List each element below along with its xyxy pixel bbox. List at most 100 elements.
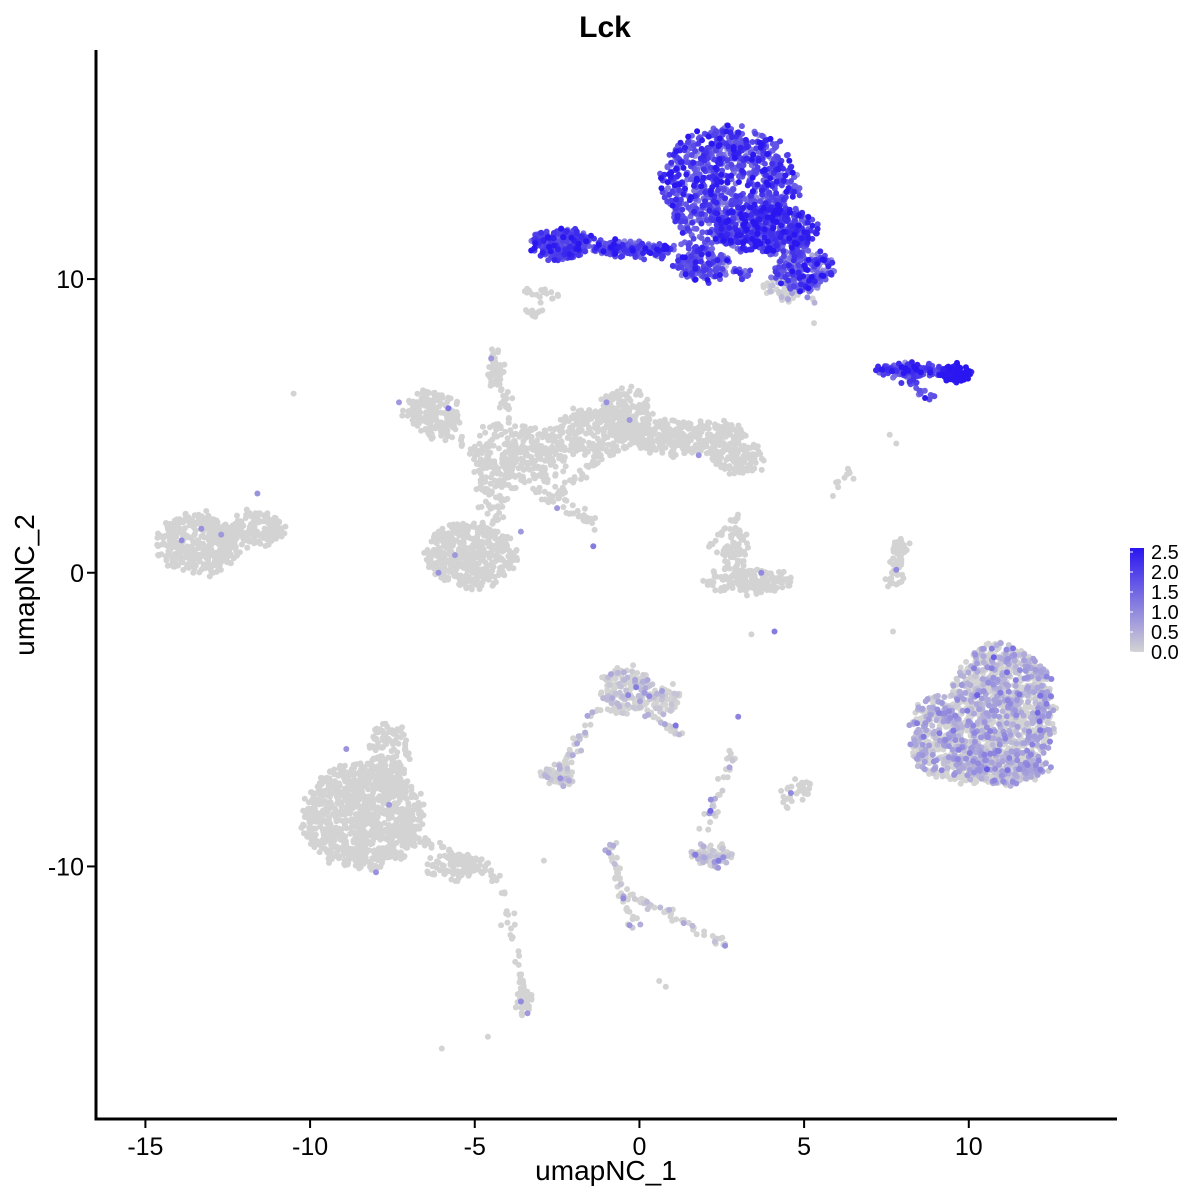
scatter-point xyxy=(479,423,486,430)
scatter-point xyxy=(628,383,635,390)
scatter-point xyxy=(336,780,342,787)
scatter-point xyxy=(644,396,651,403)
scatter-point xyxy=(188,553,195,559)
scatter-point xyxy=(312,831,319,838)
scatter-point xyxy=(741,442,747,449)
scatter-point xyxy=(409,842,416,849)
scatter-point xyxy=(669,681,676,687)
scatter-point xyxy=(464,546,471,553)
scatter-point xyxy=(570,422,577,429)
scatter-point xyxy=(728,422,735,428)
scatter-point xyxy=(492,421,499,428)
scatter-point xyxy=(428,398,435,405)
scatter-point xyxy=(341,785,348,792)
scatter-point xyxy=(482,527,489,534)
scatter-point xyxy=(502,466,509,473)
scatter-point xyxy=(620,425,627,432)
scatter-point xyxy=(180,566,187,573)
scatter-point xyxy=(491,477,498,484)
scatter-point xyxy=(730,539,737,546)
scatter-point xyxy=(234,512,240,519)
scatter-point xyxy=(478,551,485,558)
scatter-point xyxy=(595,442,602,449)
scatter-point xyxy=(370,818,377,824)
scatter-point xyxy=(505,474,512,481)
scatter-point xyxy=(473,581,479,588)
scatter-point xyxy=(558,423,565,430)
scatter-point xyxy=(208,541,215,548)
scatter-point xyxy=(203,554,210,561)
scatter-point xyxy=(425,404,432,411)
scatter-point xyxy=(449,523,456,530)
scatter-point xyxy=(755,448,762,455)
scatter-point xyxy=(668,442,675,449)
scatter-point xyxy=(398,794,405,801)
scatter-point xyxy=(169,560,176,567)
scatter-point xyxy=(231,543,238,550)
scatter-point xyxy=(458,551,465,558)
scatter-point xyxy=(494,433,500,440)
scatter-point xyxy=(631,415,638,422)
scatter-point xyxy=(645,411,652,418)
scatter-point xyxy=(334,771,341,778)
scatter-point xyxy=(717,435,724,442)
scatter-point xyxy=(495,480,502,487)
scatter-point xyxy=(685,420,692,427)
scatter-point xyxy=(205,534,212,541)
scatter-point xyxy=(730,572,736,578)
scatter-point xyxy=(469,558,475,564)
scatter-point xyxy=(530,447,537,453)
scatter-point xyxy=(357,808,364,815)
scatter-point xyxy=(510,565,517,572)
scatter-point xyxy=(246,510,253,517)
scatter-point xyxy=(579,446,586,452)
scatter-point xyxy=(506,547,512,554)
scatter-point xyxy=(481,475,488,482)
scatter-point xyxy=(262,543,269,549)
scatter-point xyxy=(377,863,384,870)
scatter-point xyxy=(539,471,546,478)
scatter-point xyxy=(374,795,381,802)
scatter-point xyxy=(785,580,792,587)
scatter-point xyxy=(519,423,526,430)
scatter-point xyxy=(378,759,384,766)
scatter-point xyxy=(499,503,506,510)
scatter-point xyxy=(445,574,452,581)
scatter-point xyxy=(551,426,558,433)
scatter-point xyxy=(388,748,395,754)
scatter-point xyxy=(449,408,456,415)
scatter-point xyxy=(370,768,376,775)
scatter-point xyxy=(343,858,350,865)
scatter-point xyxy=(734,440,741,446)
scatter-point xyxy=(395,781,402,788)
scatter-point xyxy=(691,426,697,433)
scatter-point xyxy=(308,789,315,796)
scatter-point xyxy=(207,525,213,532)
scatter-point xyxy=(588,430,594,436)
scatter-point xyxy=(606,416,613,423)
scatter-point xyxy=(381,796,388,802)
scatter-point xyxy=(466,578,473,584)
scatter-point xyxy=(324,832,331,839)
scatter-point xyxy=(346,846,353,853)
scatter-point xyxy=(598,396,605,403)
scatter-point xyxy=(501,572,508,579)
scatter-point xyxy=(360,792,367,799)
scatter-point xyxy=(521,479,528,486)
scatter-point xyxy=(556,439,563,446)
scatter-point xyxy=(526,477,533,484)
scatter-point xyxy=(639,427,646,434)
scatter-point xyxy=(390,840,397,847)
scatter-point xyxy=(195,514,202,521)
scatter-point xyxy=(468,551,475,557)
scatter-point xyxy=(402,806,408,813)
scatter-point xyxy=(497,471,504,478)
scatter-point xyxy=(251,540,258,547)
scatter-point xyxy=(319,809,326,816)
scatter-point xyxy=(322,826,329,833)
scatter-point xyxy=(618,385,625,392)
scatter-point xyxy=(476,529,483,536)
scatter-point xyxy=(213,533,219,540)
scatter-point xyxy=(731,426,738,433)
scatter-point xyxy=(340,843,347,849)
